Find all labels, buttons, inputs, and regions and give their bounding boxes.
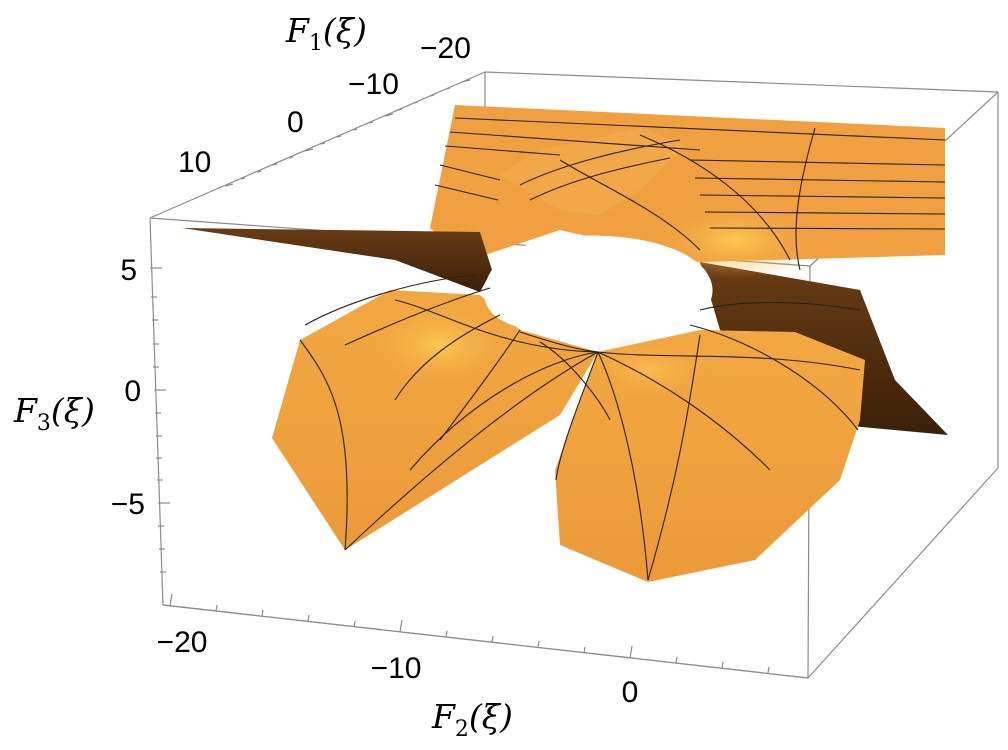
z-tick-label: 5 [120, 254, 137, 287]
z-axis-label: F3(ξ) [13, 391, 95, 436]
y-axis-label: F2(ξ) [431, 697, 513, 742]
y-tick-label: 0 [622, 676, 639, 709]
y-axis: −20 −10 0 F2(ξ) [157, 593, 770, 742]
x-axis: −20 −10 0 10 F1(ξ) [178, 11, 471, 187]
y-tick-label: −20 [157, 626, 208, 659]
x-tick-label: 10 [178, 146, 211, 179]
x-tick-label: −20 [420, 32, 471, 65]
surface [182, 105, 948, 582]
x-axis-label: F1(ξ) [285, 11, 367, 56]
z-tick-label: −5 [111, 488, 145, 521]
surface-mesh [299, 117, 946, 581]
surface-hole [484, 235, 713, 335]
x-tick-label: −10 [348, 68, 399, 101]
y-tick-label: −10 [371, 652, 422, 685]
surface-left-blade [182, 228, 492, 292]
surface-twist-band [500, 128, 685, 215]
surface-back-sheet [430, 105, 945, 262]
front-edge [162, 604, 809, 679]
x-tick-label: 0 [287, 106, 304, 139]
z-axis: 5 0 −5 F3(ξ) [13, 254, 170, 573]
z-tick-label: 0 [124, 375, 141, 408]
